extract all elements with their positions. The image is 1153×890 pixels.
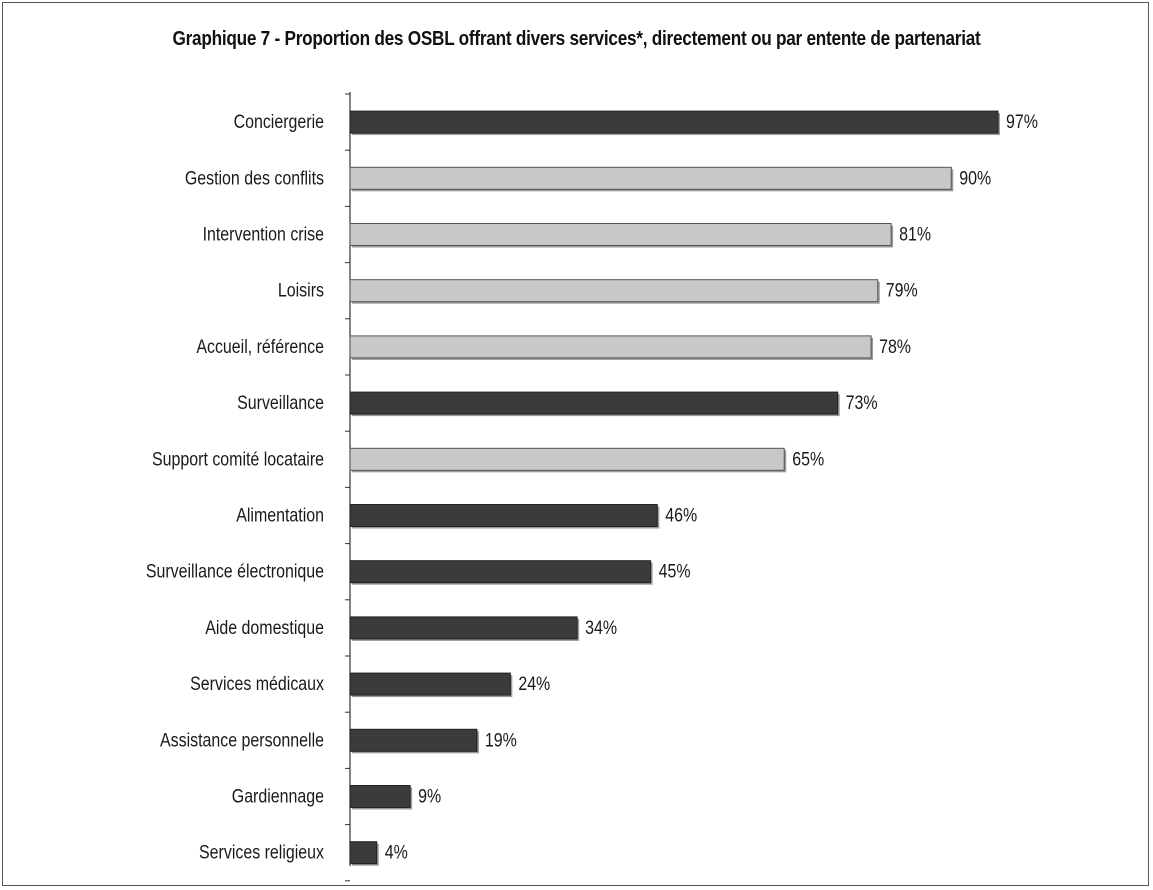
bar-surveillance [349,391,839,415]
value-label: 46% [665,504,697,526]
bar-accueil-reference [349,335,872,359]
bar-gestion-des-conflits [349,166,952,190]
bar-services-medicaux [349,672,511,696]
category-label: Aide domestique [205,617,324,639]
bar-conciergerie [349,110,999,134]
bar-gardiennage [349,785,411,808]
category-label: Gestion des conflits [185,167,324,189]
value-label: 19% [485,729,517,751]
category-label: Loisirs [278,279,324,301]
value-label: 45% [659,560,691,582]
category-label: Surveillance électronique [146,560,324,582]
value-label: 73% [846,392,878,414]
category-label: Accueil, référence [196,336,324,358]
value-label: 24% [518,673,550,695]
value-label: 90% [959,167,991,189]
value-label: 81% [899,223,931,245]
bar-alimentation [349,504,658,527]
value-label: 79% [886,279,918,301]
category-label: Assistance personnelle [160,729,324,751]
value-label: 4% [385,841,408,863]
bar-loisirs [349,279,879,303]
bar-surveillance-electronique [349,560,652,584]
bar-aide-domestique [349,616,578,640]
category-label: Services religieux [199,841,324,863]
category-label: Intervention crise [203,223,324,245]
category-label: Alimentation [236,504,324,526]
category-label: Conciergerie [234,111,324,133]
category-label: Gardiennage [232,785,324,807]
bar-services-religieux [349,841,378,865]
category-label: Services médicaux [190,673,324,695]
bar-intervention-crise [349,223,892,246]
bar-assistance-personnelle [349,728,478,752]
bar-support-comite-locataire [349,447,785,471]
value-label: 78% [879,336,911,358]
category-label: Surveillance [237,392,324,414]
value-label: 65% [792,448,824,470]
chart-title: Graphique 7 - Proportion des OSBL offran… [172,28,981,50]
value-label: 34% [585,617,617,639]
value-label: 9% [418,785,441,807]
category-label: Support comité locataire [152,448,324,470]
value-label: 97% [1006,111,1038,133]
